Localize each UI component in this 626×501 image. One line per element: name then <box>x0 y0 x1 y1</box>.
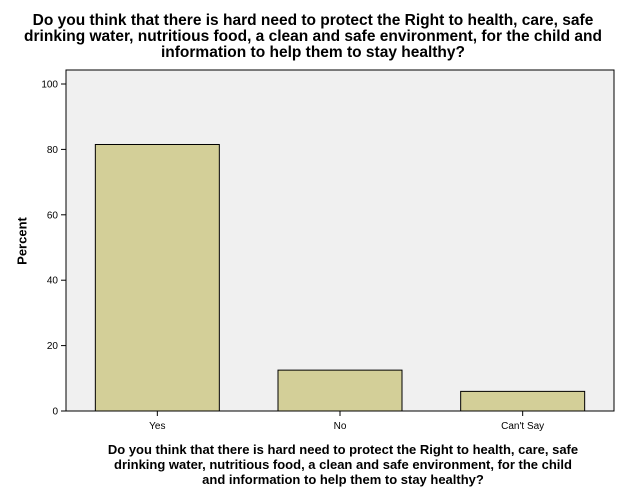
y-tick-label: 60 <box>47 210 59 221</box>
y-tick-label: 100 <box>41 80 58 91</box>
chart-title: Do you think that there is hard need to … <box>24 12 602 61</box>
bar-no <box>277 369 403 412</box>
x-tick-label: No <box>334 421 347 432</box>
bar-yes <box>94 143 220 412</box>
y-tick-label: 80 <box>47 145 59 156</box>
y-tick-label: 40 <box>47 276 59 287</box>
y-tick-label: 0 <box>52 407 58 418</box>
x-tick-label: Can't Say <box>501 421 544 432</box>
bars <box>94 143 586 412</box>
y-axis: 0 20 40 60 80 100 <box>41 80 66 418</box>
y-tick-label: 20 <box>47 341 59 352</box>
bar-can-t-say <box>460 390 586 412</box>
x-tick-label: Yes <box>149 421 165 432</box>
x-axis: Yes No Can't Say <box>149 411 544 432</box>
x-axis-title: Do you think that there is hard need to … <box>107 442 579 487</box>
